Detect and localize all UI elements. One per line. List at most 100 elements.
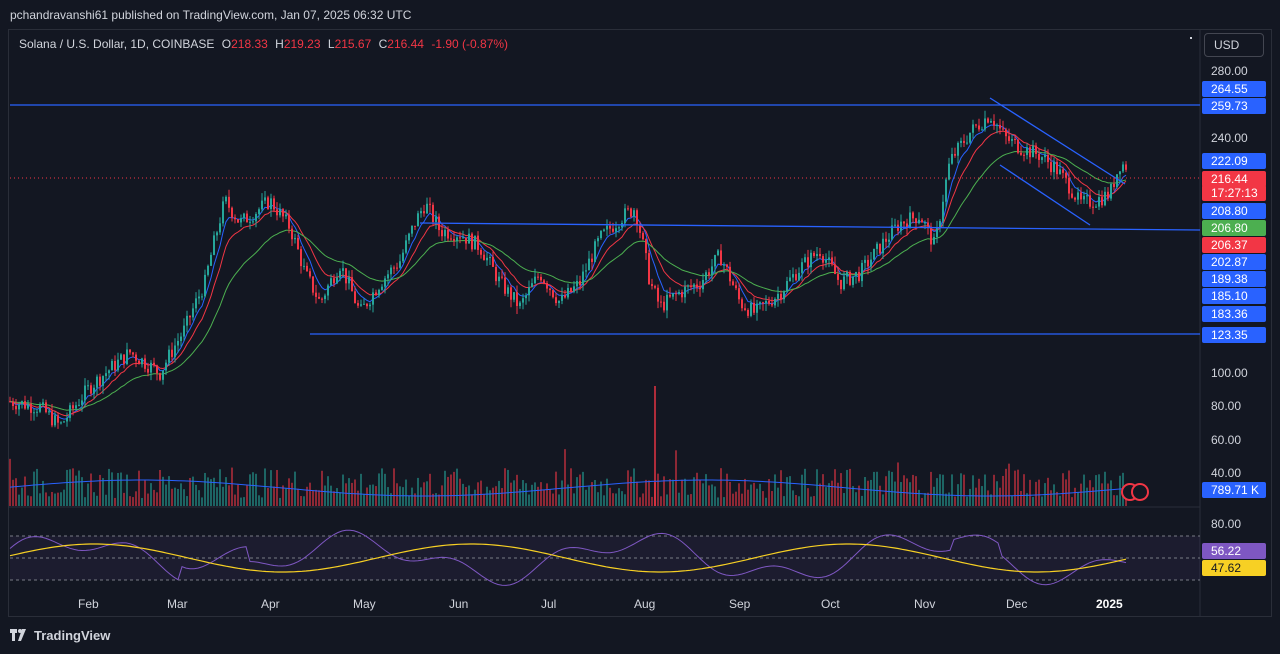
- price-label: 216.44: [1202, 171, 1266, 187]
- volume-bar: [543, 490, 545, 506]
- candle-body: [1083, 196, 1085, 200]
- volume-bar: [1092, 487, 1094, 506]
- candle-body: [48, 411, 50, 413]
- price-tick: 80.00: [1211, 399, 1242, 413]
- volume-bar: [21, 487, 23, 506]
- trendline: [999, 164, 1091, 226]
- tradingview-logo[interactable]: TradingView: [10, 628, 110, 643]
- candle-body: [882, 238, 884, 254]
- volume-bar: [243, 497, 245, 506]
- price-label: 183.36: [1202, 306, 1266, 322]
- candle-body: [138, 360, 140, 365]
- publish-info: pchandravanshi61 published on TradingVie…: [10, 8, 412, 22]
- candle-body: [753, 302, 755, 313]
- volume-bar: [603, 495, 605, 506]
- candle-body: [441, 230, 443, 237]
- candle-body: [15, 406, 17, 410]
- candle-body: [342, 268, 344, 271]
- candle-body: [684, 286, 686, 298]
- volume-bar: [90, 473, 92, 506]
- volume-bar: [942, 474, 944, 506]
- candle-body: [372, 292, 374, 305]
- candle-body: [915, 218, 917, 224]
- volume-bar: [702, 483, 704, 506]
- price-tick: 60.00: [1211, 433, 1242, 447]
- price-label: 123.35: [1202, 327, 1266, 343]
- volume-bar: [225, 477, 227, 506]
- candle-body: [429, 203, 431, 205]
- volume-bar: [489, 490, 491, 506]
- volume-bar: [582, 471, 584, 506]
- volume-bar: [870, 479, 872, 506]
- volume-bar: [609, 487, 611, 506]
- volume-label: 789.71 K: [1202, 482, 1266, 498]
- chart-frame[interactable]: [8, 29, 1272, 617]
- volume-bar: [492, 487, 494, 506]
- volume-bar: [891, 471, 893, 506]
- candle-body: [1080, 192, 1082, 200]
- volume-bar: [474, 489, 476, 506]
- volume-bar: [432, 493, 434, 506]
- volume-bar: [789, 476, 791, 506]
- volume-bar: [324, 485, 326, 506]
- candle-body: [1095, 206, 1097, 208]
- candle-body: [132, 352, 134, 355]
- volume-bar: [165, 484, 167, 506]
- candle-body: [123, 354, 125, 365]
- volume-bar: [1038, 479, 1040, 506]
- volume-bar: [699, 480, 701, 506]
- volume-bar: [501, 488, 503, 506]
- tradingview-icon: [10, 629, 26, 641]
- candle-body: [654, 286, 656, 288]
- candle-body: [936, 228, 938, 237]
- price-tick: 240.00: [1211, 131, 1248, 145]
- candle-body: [612, 228, 614, 232]
- currency-button[interactable]: USD: [1204, 33, 1264, 57]
- volume-bar: [429, 473, 431, 506]
- candle-body: [333, 278, 335, 284]
- candle-body: [774, 298, 776, 306]
- ema-slow-line: [9, 150, 1127, 411]
- candles: [9, 110, 1127, 429]
- price-tick: 280.00: [1211, 64, 1248, 78]
- candle-body: [495, 266, 497, 282]
- volume-bar: [144, 480, 146, 506]
- open-label: O: [221, 37, 232, 51]
- candle-body: [1125, 164, 1127, 170]
- volume-bar: [351, 482, 353, 506]
- volume-bar: [192, 476, 194, 506]
- candle-body: [816, 253, 818, 257]
- candle-body: [837, 274, 839, 280]
- candle-body: [198, 296, 200, 299]
- volume-bar: [207, 477, 209, 506]
- candle-body: [45, 402, 47, 413]
- volume-bar: [450, 474, 452, 506]
- candle-body: [885, 238, 887, 242]
- candle-body: [285, 214, 287, 217]
- candle-body: [681, 292, 683, 298]
- volume-bar: [780, 470, 782, 506]
- volume-bar: [990, 494, 992, 506]
- volume-bar: [111, 472, 113, 506]
- month-tick: Sep: [729, 597, 751, 611]
- candle-body: [57, 415, 59, 423]
- candle-body: [687, 285, 689, 287]
- volume-bar: [897, 462, 899, 506]
- publish-header: pchandravanshi61 published on TradingVie…: [0, 0, 1280, 30]
- trendlines: [10, 97, 1201, 335]
- candle-body: [1119, 171, 1121, 175]
- volume-bar: [966, 496, 968, 506]
- candle-body: [543, 280, 545, 284]
- candle-body: [966, 142, 968, 144]
- candle-body: [849, 271, 851, 285]
- candle-body: [1056, 161, 1058, 175]
- volume-bar: [804, 468, 806, 506]
- candle-body: [87, 385, 89, 387]
- candle-body: [447, 229, 449, 239]
- open-value: 218.33: [231, 37, 268, 51]
- volume-bar: [693, 477, 695, 506]
- candle-body: [336, 277, 338, 284]
- volume-bar: [867, 480, 869, 506]
- volume-bar: [345, 483, 347, 506]
